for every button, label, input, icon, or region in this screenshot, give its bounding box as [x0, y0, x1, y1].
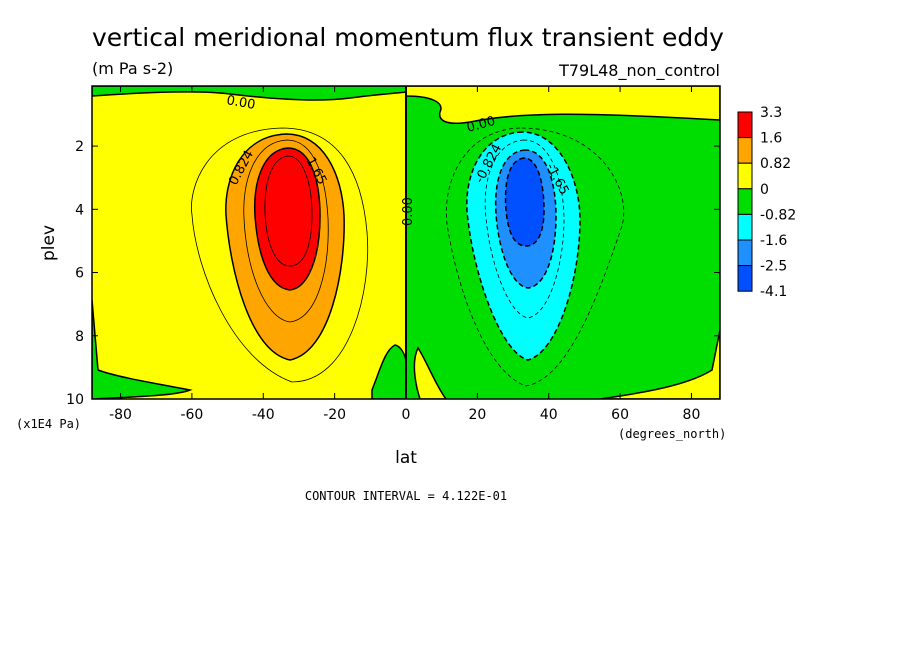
colorbar-label: 0.82 [760, 156, 791, 172]
x-axis: -80 -60 -40 -20 0 20 40 60 80 [109, 86, 700, 423]
x-tick-label: -40 [252, 407, 275, 423]
x-axis-units: (degrees_north) [618, 427, 726, 441]
x-tick-label: 0 [402, 407, 411, 423]
y-axis: 2 4 6 8 10 [66, 139, 720, 408]
contour-field [92, 86, 720, 399]
yellow-patch-top-right [405, 86, 720, 124]
colorbar-swatch [737, 162, 753, 190]
colorbar-label: -1.6 [760, 233, 787, 249]
yellow-patch-right-of-eq [413, 346, 447, 399]
y-tick-label: 4 [75, 202, 84, 218]
contour-interval: CONTOUR INTERVAL = 4.122E-01 [305, 489, 507, 503]
x-tick-label: 80 [683, 407, 701, 423]
x-tick-label: -20 [323, 407, 346, 423]
colorbar-swatch [737, 239, 753, 267]
chart-title: vertical meridional momentum flux transi… [92, 23, 724, 52]
colorbar-label: 3.3 [760, 105, 782, 121]
y-tick-label: 10 [66, 392, 84, 408]
x-tick-label: 40 [540, 407, 558, 423]
y-tick-label: 2 [75, 139, 84, 155]
colorbar-label: -0.82 [760, 207, 796, 223]
contour-negative-2.5 [504, 157, 545, 247]
x-tick-label: -80 [109, 407, 132, 423]
y-axis-label: plev [39, 225, 59, 261]
colorbar-swatch [737, 265, 753, 292]
run-label: T79L48_non_control [558, 61, 720, 81]
colorbar-label: 0 [760, 182, 769, 198]
contour-positive-2.06 [264, 155, 313, 267]
contour-positive-0.41 [191, 127, 369, 383]
x-tick-label: 60 [611, 407, 629, 423]
contour-negative-1.24 [484, 139, 565, 319]
x-tick-label: 20 [468, 407, 486, 423]
y-tick-label: 8 [75, 329, 84, 345]
contour-positive-1.24 [243, 139, 329, 323]
x-tick-label: -60 [180, 407, 203, 423]
green-patch-bottom-left [92, 299, 193, 399]
chart-units: (m Pa s-2) [92, 59, 173, 78]
contour-label: 0.00 [401, 197, 416, 226]
contour-positive-1.65 [253, 147, 321, 291]
y-tick-label: 6 [75, 266, 84, 282]
y-axis-units: (x1E4 Pa) [16, 417, 81, 431]
green-patch-left-of-eq [371, 344, 407, 399]
colorbar-swatch [737, 188, 753, 215]
green-patch-top-left [92, 86, 407, 101]
contour-label: 0.00 [465, 114, 497, 136]
contour-negative-0.41 [445, 127, 625, 387]
colorbar: 3.3 1.6 0.82 0 -0.82 -1.6 -2.5 -4.1 [737, 105, 796, 300]
colorbar-label: -4.1 [760, 284, 787, 300]
colorbar-swatch [737, 111, 753, 139]
colorbar-swatch [737, 213, 753, 241]
contour-label: 0.00 [225, 93, 256, 113]
x-axis-label: lat [395, 448, 417, 468]
colorbar-label: 1.6 [760, 131, 782, 147]
colorbar-swatch [737, 137, 753, 164]
colorbar-label: -2.5 [760, 259, 787, 275]
